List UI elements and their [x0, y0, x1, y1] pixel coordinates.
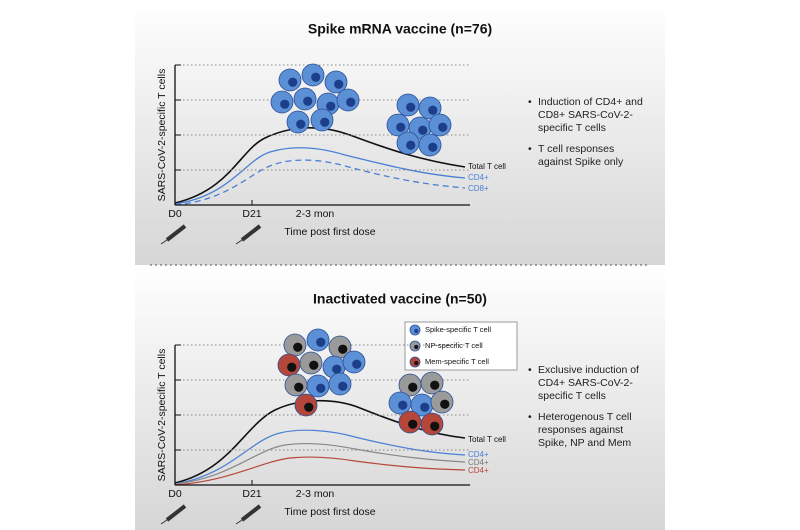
cell-nucleus [438, 122, 448, 132]
panel-title: Spike mRNA vaccine (n=76) [308, 21, 492, 37]
cell-nucleus [408, 382, 418, 392]
cell-nucleus [311, 72, 321, 82]
cell-nucleus [408, 419, 418, 429]
cell-nucleus [293, 342, 303, 352]
x-label: D21 [242, 488, 261, 500]
syringe [240, 504, 262, 522]
cell-nucleus [309, 360, 319, 370]
cell-nucleus [414, 344, 419, 350]
bullet-list: Exclusive induction of CD4+ SARS-CoV-2-s… [528, 364, 648, 458]
cell-nucleus [287, 362, 297, 372]
cell-nucleus [304, 402, 314, 412]
y-axis-label: SARS-CoV-2-specific T cells [156, 349, 168, 482]
cell-nucleus [440, 399, 450, 409]
curve-label: Total T cell [468, 435, 506, 444]
cell-nucleus [320, 117, 330, 127]
syringe-needle [160, 519, 168, 525]
cell-nucleus [396, 122, 406, 132]
cell-nucleus [338, 381, 348, 391]
x-label: 2-3 mon [296, 208, 335, 220]
cell-nucleus [303, 96, 313, 106]
curve-label: CD4+ [468, 458, 489, 467]
cell-nucleus [294, 382, 304, 392]
x-axis-label: Time post first dose [284, 226, 375, 238]
legend-label: Mem-specific T cell [425, 357, 489, 366]
syringe-needle [235, 239, 243, 245]
cell-nucleus [430, 380, 440, 390]
curve-label: CD8+ [468, 184, 489, 193]
x-label: D21 [242, 208, 261, 220]
cell-nucleus [334, 79, 344, 89]
legend-label: Spike-specific T cell [425, 325, 491, 334]
syringe-needle [160, 239, 168, 245]
cell-nucleus [414, 360, 419, 366]
cell-nucleus [430, 421, 440, 431]
legend-box [404, 321, 518, 371]
cell-nucleus [338, 344, 348, 354]
syringe [165, 504, 187, 522]
cell-nucleus [352, 359, 362, 369]
curve-label: CD4+ [468, 466, 489, 475]
cd8-curve [174, 159, 466, 206]
cell-nucleus [406, 140, 416, 150]
bullet: Induction of CD4+ and CD8+ SARS-CoV-2-sp… [528, 96, 648, 135]
cell-nucleus [420, 402, 430, 412]
bullet: Heterogenous T cell responses against Sp… [528, 411, 648, 450]
y-axis-label: SARS-CoV-2-specific T cells [156, 69, 168, 202]
cell-nucleus [296, 119, 306, 129]
cell-nucleus [414, 328, 419, 334]
cell-nucleus [280, 99, 290, 109]
bullet: Exclusive induction of CD4+ SARS-CoV-2-s… [528, 364, 648, 403]
cell-nucleus [288, 77, 298, 87]
cell-nucleus [398, 400, 408, 410]
x-axis-label: Time post first dose [284, 506, 375, 518]
cell-nucleus [406, 102, 416, 112]
mem-curve [174, 456, 466, 486]
x-label: D0 [168, 488, 182, 500]
bullet: T cell responses against Spike only [528, 143, 648, 169]
cell-nucleus [326, 101, 336, 111]
curve-label: CD4+ [468, 450, 489, 459]
x-label: D0 [168, 208, 182, 220]
cell-nucleus [316, 337, 326, 347]
cell-nucleus [428, 105, 438, 115]
syringe [165, 224, 187, 242]
cell-nucleus [346, 97, 356, 107]
legend-label: NP-specific T cell [425, 341, 483, 350]
cell-nucleus [428, 142, 438, 152]
cell-nucleus [332, 364, 342, 374]
np-curve [174, 442, 466, 485]
x-label: 2-3 mon [296, 488, 335, 500]
bullet-list: Induction of CD4+ and CD8+ SARS-CoV-2-sp… [528, 96, 648, 177]
syringe-needle [235, 519, 243, 525]
syringe [240, 224, 262, 242]
curve-label: Total T cell [468, 162, 506, 171]
panel-title: Inactivated vaccine (n=50) [313, 291, 487, 307]
cell-nucleus [418, 125, 428, 135]
curve-label: CD4+ [468, 173, 489, 182]
cell-nucleus [316, 383, 326, 393]
